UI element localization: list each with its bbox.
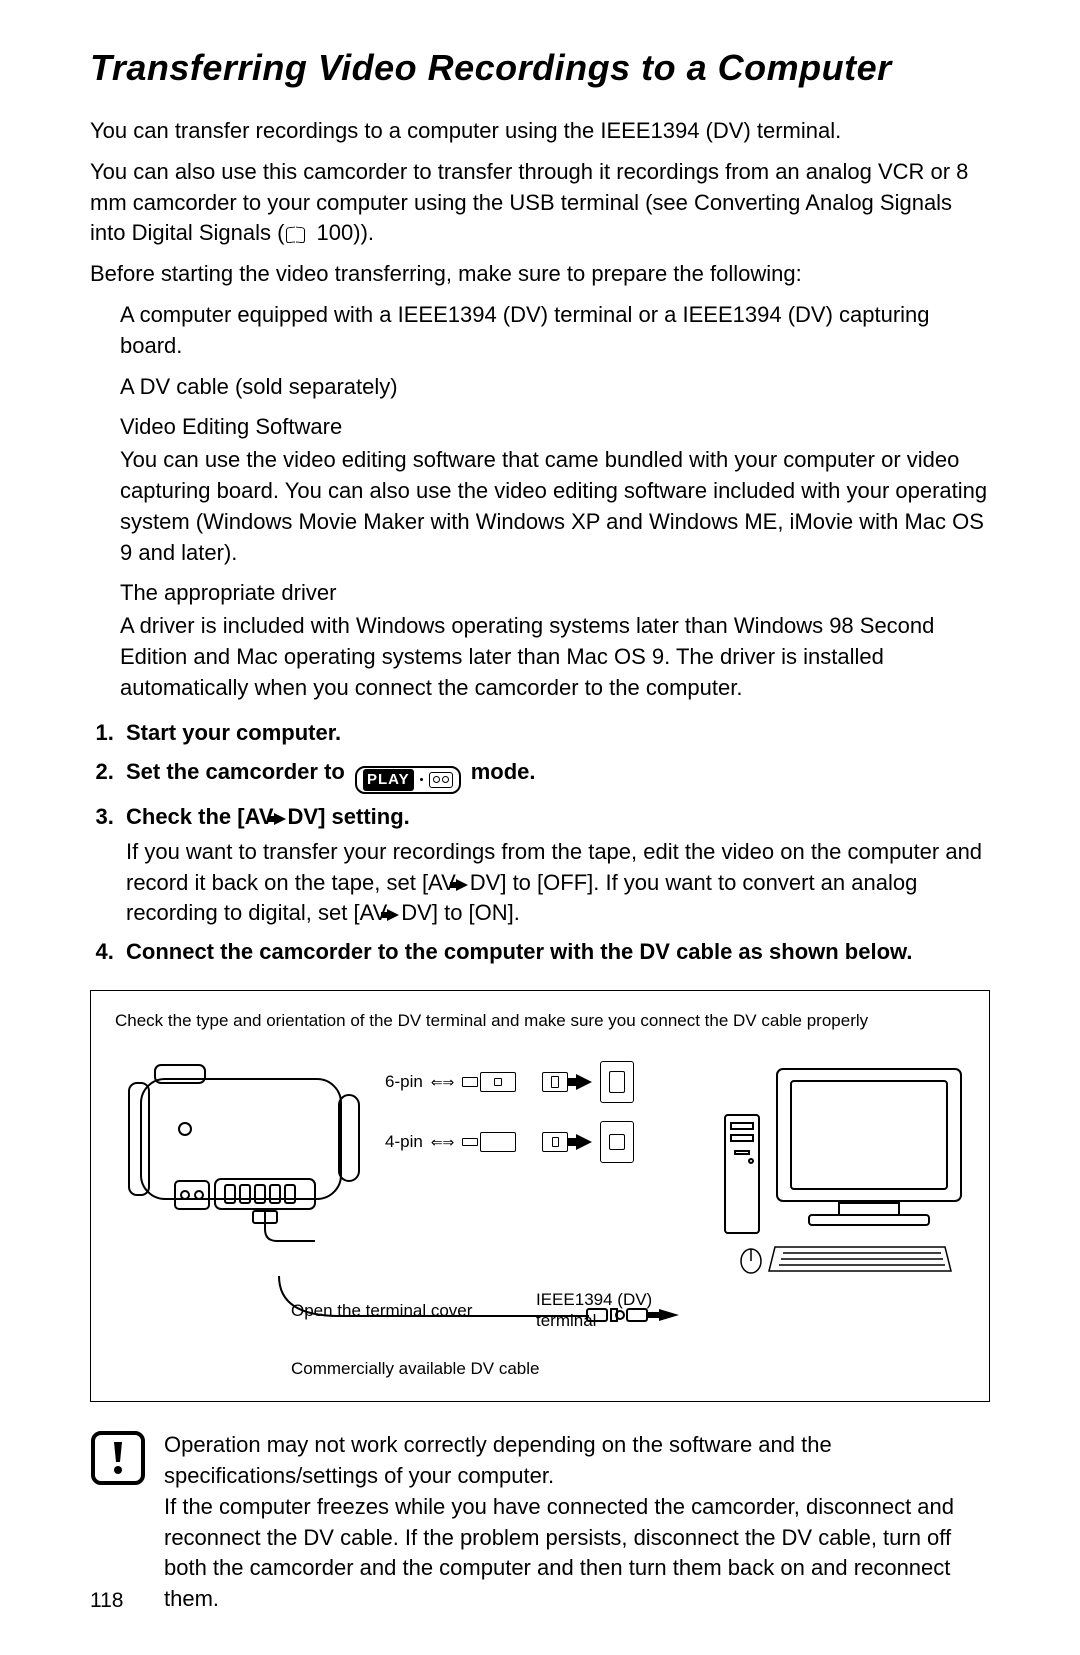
step-2-pre: Set the camcorder to — [126, 759, 351, 784]
plug-front-icon — [542, 1132, 568, 1152]
warning-section: Operation may not work correctly dependi… — [90, 1430, 990, 1615]
step-1: Start your computer. — [120, 716, 990, 749]
step-4: Connect the camcorder to the computer wi… — [120, 935, 990, 968]
cable-path-icon — [119, 1271, 919, 1331]
port-6pin-icon — [600, 1061, 634, 1103]
manual-page: Transferring Video Recordings to a Compu… — [0, 0, 1080, 1655]
cable-4pin-row: 4-pin ⇐⇒ — [385, 1121, 715, 1163]
plug-tip-icon — [462, 1138, 478, 1146]
bidirectional-icon: ⇐⇒ — [431, 1074, 454, 1091]
plug-front-icon — [542, 1072, 568, 1092]
step-4-text: Connect the camcorder to the computer wi… — [126, 939, 912, 964]
step-2-post: mode. — [471, 759, 536, 784]
step-3-desc: If you want to transfer your recordings … — [126, 837, 990, 929]
step-3-pre: Check the [AV — [126, 804, 274, 829]
req-driver-title: The appropriate driver — [120, 578, 990, 609]
warning-item-2: If the computer freezes while you have c… — [164, 1492, 990, 1615]
keyboard-mouse-icon — [735, 1241, 955, 1279]
intro-paragraph-2: You can also use this camcorder to trans… — [90, 157, 990, 249]
diagram-instruction: Check the type and orientation of the DV… — [115, 1011, 965, 1031]
step-3-post: DV] setting. — [288, 804, 410, 829]
arrow-right-icon — [576, 1074, 592, 1090]
warning-item-1: Operation may not work correctly dependi… — [164, 1430, 990, 1492]
req-software-desc: You can use the video editing software t… — [120, 445, 990, 568]
tower-icon — [721, 1111, 763, 1241]
arrow-right-icon — [387, 909, 399, 921]
arrow-right-icon — [274, 813, 286, 825]
label-4pin: 4-pin — [385, 1132, 423, 1152]
monitor-icon — [769, 1061, 969, 1241]
label-terminal: IEEE1394 (DV) terminal — [536, 1289, 686, 1332]
camcorder-illustration — [115, 1061, 375, 1276]
arrow-right-icon — [456, 879, 468, 891]
bidirectional-icon: ⇐⇒ — [431, 1134, 454, 1151]
warning-text: Operation may not work correctly dependi… — [164, 1430, 990, 1615]
computer-illustration — [725, 1061, 965, 1279]
book-icon — [286, 225, 308, 243]
intro2-pageref: 100)). — [310, 220, 374, 245]
step-2: Set the camcorder to PLAY mode. — [120, 755, 990, 794]
req-computer: A computer equipped with a IEEE1394 (DV)… — [120, 300, 990, 362]
req-dv-cable: A DV cable (sold separately) — [120, 372, 990, 403]
dot-separator-icon — [420, 778, 423, 781]
req-driver-desc: A driver is included with Windows operat… — [120, 611, 990, 703]
port-4pin-icon — [600, 1121, 634, 1163]
arrow-right-icon — [576, 1134, 592, 1150]
intro-paragraph-1: You can transfer recordings to a compute… — [90, 116, 990, 147]
page-title: Transferring Video Recordings to a Compu… — [90, 45, 990, 90]
label-open-cover: Open the terminal cover — [291, 1300, 472, 1321]
req-software-title: Video Editing Software — [120, 412, 990, 443]
connection-diagram: Check the type and orientation of the DV… — [90, 990, 990, 1402]
label-cable: Commercially available DV cable — [291, 1358, 539, 1379]
plug-body-icon — [480, 1072, 516, 1092]
caution-icon — [90, 1430, 146, 1486]
cable-6pin-row: 6-pin ⇐⇒ — [385, 1061, 715, 1103]
steps-list: Start your computer. Set the camcorder t… — [90, 716, 990, 969]
step3-desc-3: DV] to [ON]. — [401, 900, 520, 925]
cable-illustration: 6-pin ⇐⇒ 4-pin ⇐⇒ — [375, 1061, 725, 1181]
step-3: Check the [AV DV] setting. If you want to… — [120, 800, 990, 929]
camcorder-icon — [115, 1061, 375, 1271]
tape-icon — [429, 772, 453, 788]
play-label: PLAY — [363, 769, 414, 792]
page-number: 118 — [90, 1589, 123, 1613]
play-tape-badge: PLAY — [355, 766, 461, 794]
step-1-text: Start your computer. — [126, 720, 341, 745]
intro2-text-pre: You can also use this camcorder to trans… — [90, 159, 968, 246]
plug-tip-icon — [462, 1077, 478, 1087]
requirements-list: A computer equipped with a IEEE1394 (DV)… — [120, 300, 990, 704]
plug-body-icon — [480, 1132, 516, 1152]
intro-paragraph-3: Before starting the video transferring, … — [90, 259, 990, 290]
label-6pin: 6-pin — [385, 1072, 423, 1092]
